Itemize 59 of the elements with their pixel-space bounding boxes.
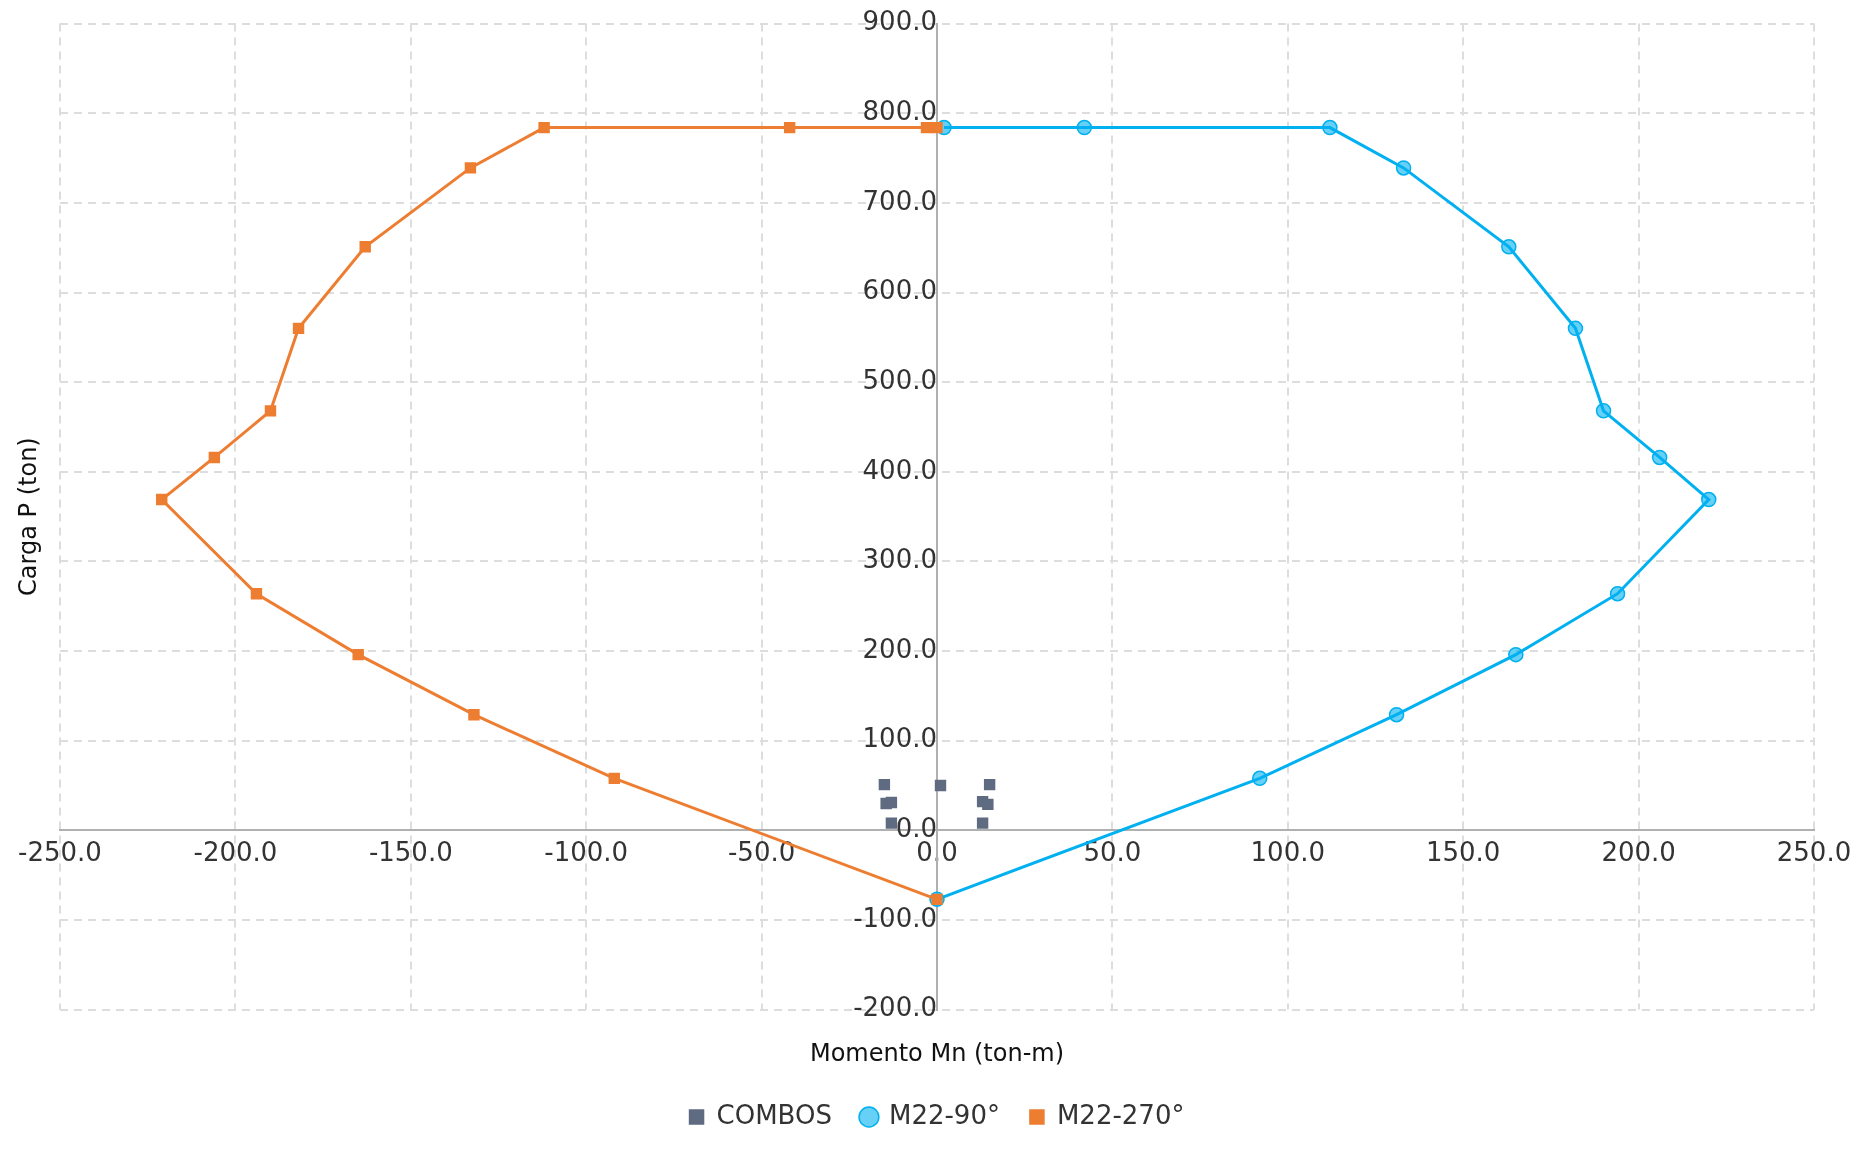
point (783, 121, 796, 134)
point (885, 796, 898, 809)
x-tick-label: -200.0 (193, 836, 278, 867)
point (1395, 160, 1412, 176)
point (885, 817, 898, 829)
point (920, 121, 933, 134)
point (878, 778, 891, 791)
point (264, 405, 277, 417)
x-tick-label: -100.0 (544, 836, 629, 867)
x-tick-label: -250.0 (18, 836, 102, 867)
point (1251, 770, 1268, 787)
x-tick-label: 250.0 (1776, 836, 1852, 867)
point (250, 587, 263, 600)
point (352, 648, 364, 661)
point (1701, 491, 1717, 508)
point (608, 772, 620, 785)
x-tick-label: -150.0 (368, 836, 453, 867)
y-tick-label: -100.0 (853, 902, 937, 933)
point (934, 779, 947, 792)
point (982, 798, 994, 811)
x-tick-label: 200.0 (1601, 836, 1676, 867)
y-tick-label: 100.0 (862, 723, 937, 754)
x-tick-label: 150.0 (1425, 836, 1501, 867)
y-axis-title: Carga P (ton) (14, 437, 43, 596)
point (983, 778, 996, 791)
point (464, 162, 477, 174)
point (292, 322, 305, 335)
y-tick-label: -200.0 (853, 992, 937, 1023)
y-tick-label: 700.0 (862, 185, 937, 216)
point (1609, 585, 1626, 602)
legend-label: M22-270° (1056, 1099, 1185, 1130)
point (1076, 119, 1093, 136)
y-tick-label: 500.0 (862, 364, 937, 395)
legend-label: COMBOS (716, 1099, 832, 1130)
point (538, 121, 550, 134)
point (1388, 706, 1405, 723)
point (1651, 449, 1668, 466)
y-tick-label: 800.0 (862, 95, 937, 126)
point (976, 817, 989, 829)
point (208, 451, 221, 464)
x-axis-title: Momento Mn (ton-m) (809, 1038, 1065, 1067)
point (1595, 403, 1612, 419)
y-tick-label: 900.0 (862, 6, 937, 37)
point (359, 241, 371, 253)
point (1501, 239, 1517, 255)
point (1567, 320, 1584, 337)
legend-label: M22-90° (888, 1099, 1000, 1130)
point (931, 121, 943, 134)
point (1508, 646, 1524, 663)
y-tick-label: 400.0 (862, 454, 937, 485)
x-tick-label: -50.0 (727, 836, 796, 867)
x-tick-label: 50.0 (1083, 836, 1142, 867)
y-tick-label: 300.0 (862, 544, 937, 575)
point (468, 709, 480, 721)
point (1322, 119, 1338, 136)
point (156, 493, 168, 506)
y-tick-label: 600.0 (862, 275, 937, 306)
y-tick-label: 200.0 (862, 633, 937, 664)
x-tick-label: 100.0 (1250, 836, 1326, 867)
